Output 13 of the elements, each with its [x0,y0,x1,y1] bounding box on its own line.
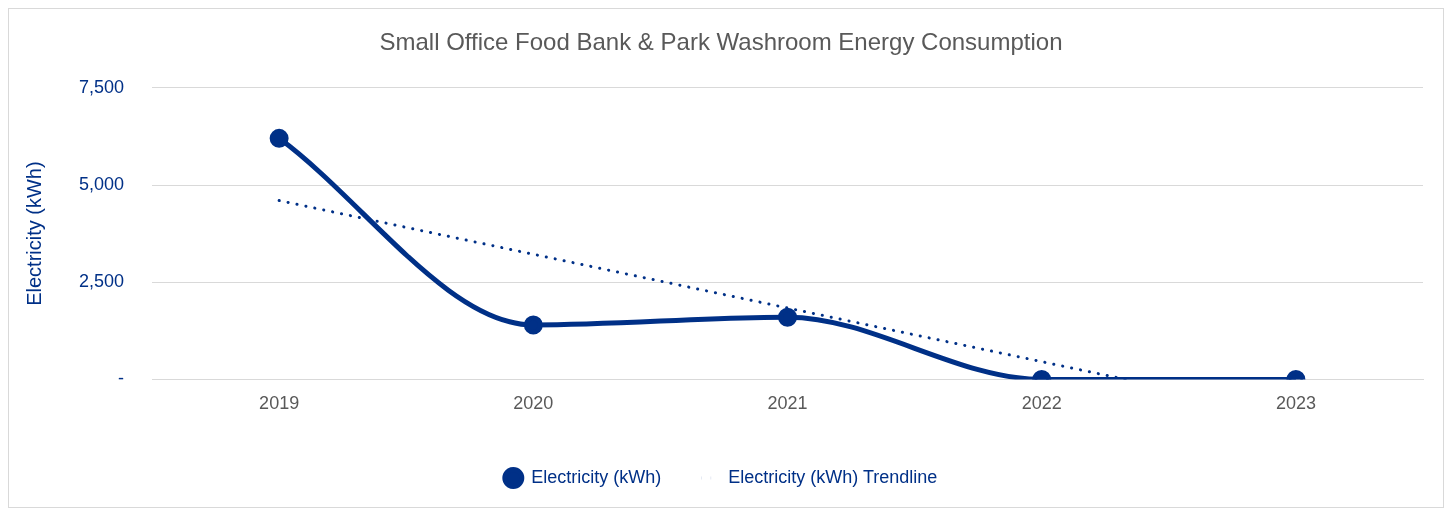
y-tick-label: - [118,368,125,389]
y-tick-label: 5,000 [79,173,125,194]
x-tick-label: 2022 [1021,393,1062,414]
legend-label: Electricity (kWh) Trendline [728,466,938,487]
legend-label: Electricity (kWh) [531,466,662,487]
y-tick-label: 7,500 [79,76,125,97]
chart-title: Small Office Food Bank & Park Washroom Energy Consumption [379,28,1063,56]
y-tick-label: 2,500 [79,271,125,292]
x-tick-label: 2020 [513,393,554,414]
y-axis-title: Electricity (kWh) [22,161,45,306]
x-tick-label: 2019 [259,393,300,414]
x-tick-label: 2023 [1275,393,1316,414]
x-tick-label: 2021 [767,393,808,414]
